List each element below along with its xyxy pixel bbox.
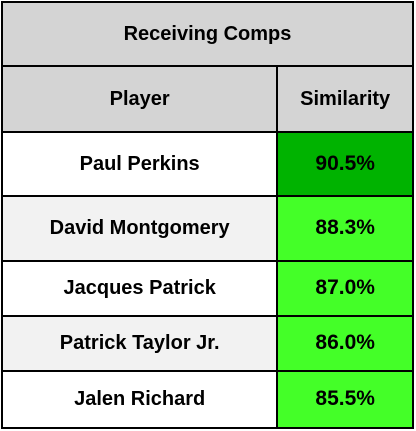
similarity-cell: 90.5% [276,131,414,198]
similarity-cell: 86.0% [276,314,414,372]
similarity-column-header: Similarity [276,65,414,134]
table-title: Receiving Comps [1,0,414,68]
header-row: Player Similarity [0,65,414,134]
player-name-cell: Patrick Taylor Jr. [0,314,279,372]
table-row: Patrick Taylor Jr. 86.0% [0,314,414,372]
similarity-cell: 88.3% [276,195,414,262]
player-name-cell: Jacques Patrick [0,259,279,317]
table-row: Paul Perkins 90.5% [0,131,414,198]
player-column-header: Player [0,65,279,134]
table-row: Jacques Patrick 87.0% [0,259,414,317]
table-row: Jalen Richard 85.5% [0,369,414,430]
title-row: Receiving Comps [1,0,414,68]
similarity-cell: 87.0% [276,259,414,317]
similarity-cell: 85.5% [276,369,414,430]
table-row: David Montgomery 88.3% [0,195,414,262]
player-name-cell: Paul Perkins [0,131,279,198]
player-name-cell: David Montgomery [0,195,279,262]
player-name-cell: Jalen Richard [0,369,279,430]
